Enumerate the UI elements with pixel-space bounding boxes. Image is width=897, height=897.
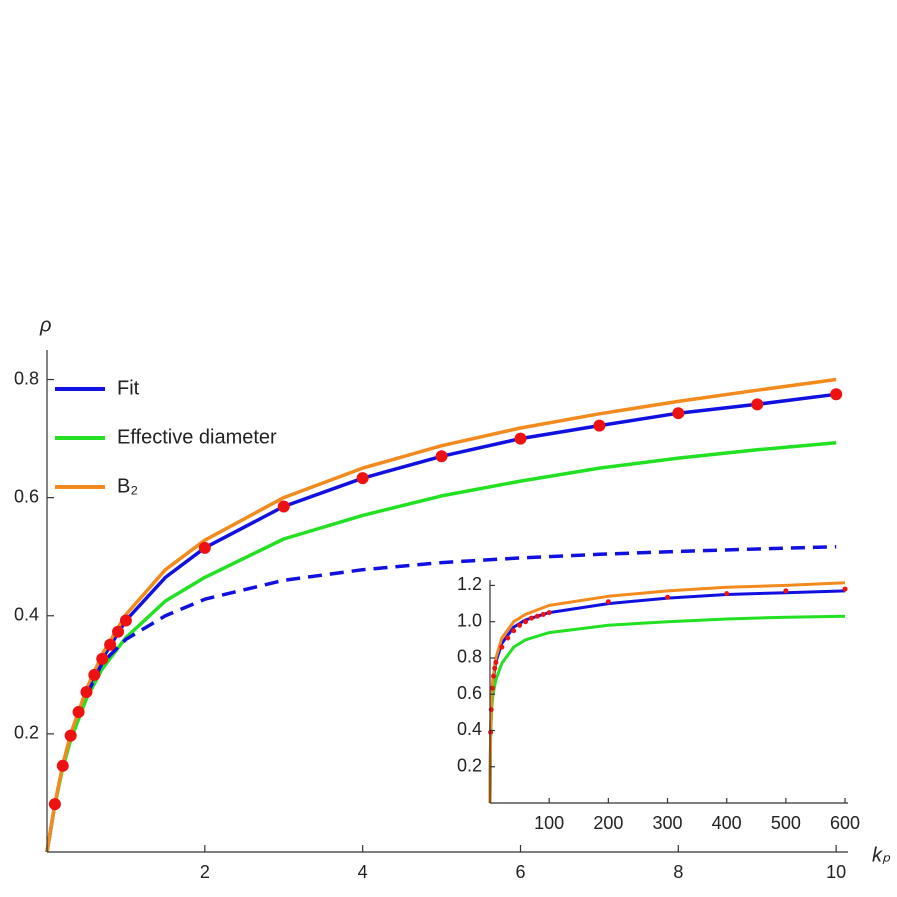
data-point xyxy=(72,706,85,719)
data-point xyxy=(435,450,448,463)
data-point xyxy=(198,541,211,554)
x-tick-label: 100 xyxy=(534,813,564,833)
main-plot: 2 4 6 8 10 0.2 0.4 0.6 0.8 kₚ ρ Fit Effective diamet… xyxy=(14,314,891,881)
inset: 100 200 300 400 500 600 0.2 0.4 0.6 0.8 1.0 1.2 xyxy=(445,574,860,836)
data-point xyxy=(88,668,101,681)
y-tick-label: 0.8 xyxy=(14,368,39,388)
data-point xyxy=(489,685,495,691)
y-axis-label: ρ xyxy=(39,314,51,336)
x-tick-label: 8 xyxy=(673,862,683,882)
y-tick-label: 0.4 xyxy=(14,605,39,625)
data-point xyxy=(277,500,290,513)
data-point xyxy=(48,798,61,811)
data-point xyxy=(605,599,611,605)
data-point xyxy=(523,619,529,625)
data-point xyxy=(499,644,505,650)
data-point xyxy=(534,613,540,619)
y-tick-label: 1.2 xyxy=(457,574,482,594)
y-tick-label: 0.6 xyxy=(14,486,39,506)
data-point xyxy=(112,625,125,638)
data-point xyxy=(505,635,511,641)
y-tick-label: 0.8 xyxy=(457,647,482,667)
data-point xyxy=(593,419,606,432)
legend-label: Fit xyxy=(117,377,140,399)
x-tick-label: 500 xyxy=(771,813,801,833)
data-point xyxy=(830,388,843,401)
data-point xyxy=(546,610,552,616)
x-tick-label: 10 xyxy=(826,862,846,882)
data-point xyxy=(493,659,499,665)
data-point xyxy=(751,398,764,411)
x-tick-label: 600 xyxy=(830,813,860,833)
x-tick-label: 200 xyxy=(593,813,623,833)
y-tick-label: 0.6 xyxy=(457,683,482,703)
data-point xyxy=(665,594,671,600)
x-tick-label: 400 xyxy=(712,813,742,833)
x-tick-label: 6 xyxy=(515,862,525,882)
x-tick-label: 2 xyxy=(200,862,210,882)
y-tick-label: 0.2 xyxy=(14,723,39,743)
y-tick-label: 0.2 xyxy=(457,755,482,775)
data-point xyxy=(104,638,117,651)
data-point xyxy=(783,588,789,594)
y-tick-label: 0.4 xyxy=(457,719,482,739)
data-point xyxy=(80,685,93,698)
data-point xyxy=(511,628,517,634)
data-point xyxy=(119,614,132,627)
legend-label: B₂ xyxy=(117,475,138,497)
data-point xyxy=(492,665,498,671)
data-point xyxy=(842,586,848,592)
y-tick-label: 1.0 xyxy=(457,610,482,630)
data-point xyxy=(517,622,523,628)
inset-background xyxy=(445,575,851,836)
x-tick-label: 300 xyxy=(652,813,682,833)
data-point xyxy=(64,729,77,742)
series-line xyxy=(84,544,837,697)
data-point xyxy=(491,673,497,679)
x-tick-label: 4 xyxy=(358,862,368,882)
legend-label: Effective diameter xyxy=(117,426,277,448)
data-point xyxy=(528,615,534,621)
data-point xyxy=(356,472,369,485)
data-point xyxy=(56,759,69,772)
x-axis-label: kₚ xyxy=(872,844,891,866)
data-point xyxy=(672,407,685,420)
data-point xyxy=(540,611,546,617)
data-point xyxy=(724,591,730,597)
data-point xyxy=(514,432,527,445)
series-line xyxy=(45,377,837,853)
data-point xyxy=(96,652,109,665)
